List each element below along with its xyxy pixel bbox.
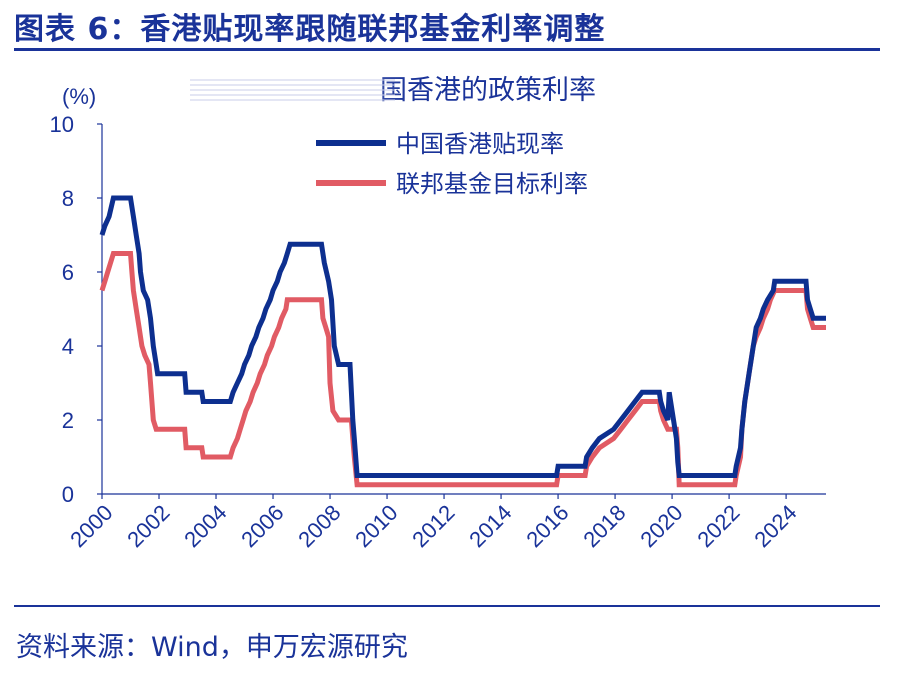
y-tick-label: 10	[50, 112, 74, 137]
x-tick-label: 2018	[578, 500, 630, 552]
series-line-0	[99, 195, 826, 478]
series-line-1	[99, 251, 826, 488]
subtitle-fade-mask	[180, 74, 410, 108]
legend-label-0: 中国香港贴现率	[396, 130, 564, 158]
series-lines	[99, 195, 826, 488]
x-tick-label: 2014	[464, 500, 516, 552]
x-tick-label: 2012	[407, 500, 459, 552]
y-axis-unit: (%)	[62, 84, 96, 109]
y-tick-label: 8	[62, 186, 74, 211]
y-tick-label: 2	[62, 408, 74, 433]
subtitle-fade-lines	[190, 79, 395, 101]
legend-label-1: 联邦基金目标利率	[396, 170, 588, 198]
x-tick-label: 2004	[179, 500, 231, 552]
x-tick-label: 2002	[122, 500, 174, 552]
figure-title: 图表 6：香港贴现率跟随联邦基金利率调整	[14, 12, 606, 47]
footer-divider	[14, 605, 880, 607]
y-tick-label: 0	[62, 482, 74, 507]
x-tick-label: 2000	[65, 500, 117, 552]
line-chart: 国香港的政策利率 (%) 0 2 4 6 8 10 2000 2002 2004 2006 2008…	[50, 74, 826, 552]
chart-subtitle: 国香港的政策利率	[380, 75, 596, 106]
x-tick-label: 2006	[236, 500, 288, 552]
x-tick-label: 2008	[293, 500, 345, 552]
x-tick-label: 2022	[692, 500, 744, 552]
source-note: 资料来源：Wind，申万宏源研究	[16, 632, 408, 663]
x-tick-label: 2020	[635, 500, 687, 552]
y-tick-label: 6	[62, 260, 74, 285]
x-tick-label: 2024	[749, 500, 801, 552]
x-tick-label: 2010	[350, 500, 402, 552]
title-divider	[14, 48, 880, 51]
x-tick-label: 2016	[521, 500, 573, 552]
y-tick-label: 4	[62, 334, 74, 359]
